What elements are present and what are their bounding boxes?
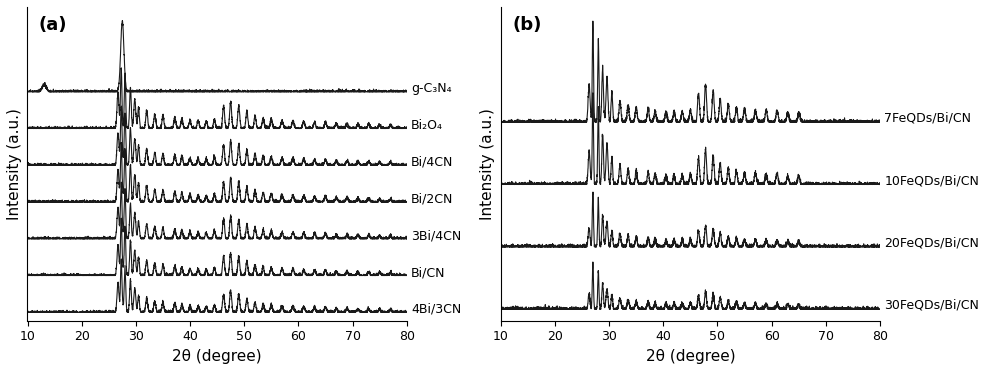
Text: Bi/CN: Bi/CN: [411, 266, 446, 279]
Text: (a): (a): [39, 16, 67, 35]
Text: 7FeQDs/Bi/CN: 7FeQDs/Bi/CN: [884, 112, 971, 125]
X-axis label: 2θ (degree): 2θ (degree): [172, 349, 262, 364]
Text: Bi/2CN: Bi/2CN: [411, 193, 453, 206]
X-axis label: 2θ (degree): 2θ (degree): [646, 349, 735, 364]
Text: Bi₂O₄: Bi₂O₄: [411, 119, 443, 132]
Text: (b): (b): [512, 16, 542, 35]
Text: g-C₃N₄: g-C₃N₄: [411, 82, 452, 95]
Text: Bi/4CN: Bi/4CN: [411, 156, 453, 169]
Text: 30FeQDs/Bi/CN: 30FeQDs/Bi/CN: [884, 299, 979, 312]
Text: 3Bi/4CN: 3Bi/4CN: [411, 229, 461, 243]
Text: 4Bi/3CN: 4Bi/3CN: [411, 303, 461, 316]
Text: 20FeQDs/Bi/CN: 20FeQDs/Bi/CN: [884, 237, 979, 250]
Text: 10FeQDs/Bi/CN: 10FeQDs/Bi/CN: [884, 174, 979, 187]
Y-axis label: Intensity (a.u.): Intensity (a.u.): [7, 108, 22, 220]
Y-axis label: Intensity (a.u.): Intensity (a.u.): [480, 108, 495, 220]
